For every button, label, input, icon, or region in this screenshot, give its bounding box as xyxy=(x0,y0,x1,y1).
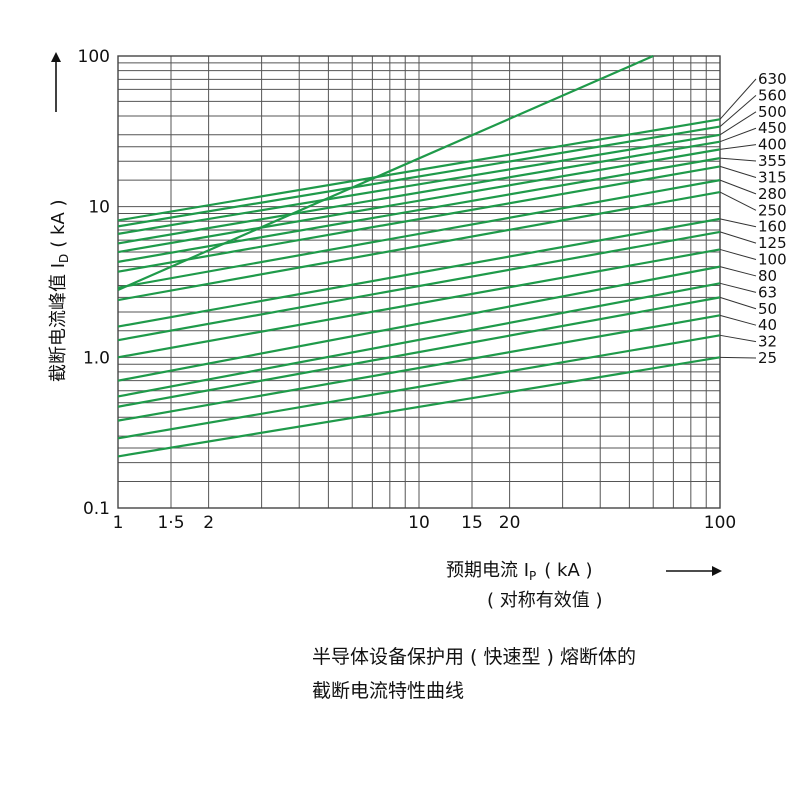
series-line-280 xyxy=(117,179,721,289)
y-axis-title: 截断电流峰值 ID( kA ) xyxy=(48,199,71,382)
series-line-500 xyxy=(117,133,721,235)
series-line-315 xyxy=(117,165,721,273)
limit-line xyxy=(117,54,654,291)
x-tick-label: 15 xyxy=(461,513,483,533)
label-leader-40 xyxy=(719,314,757,326)
label-leader-160 xyxy=(719,218,757,228)
series-line-400 xyxy=(117,148,721,254)
series-line-100 xyxy=(117,248,721,359)
x-tick-label: 100 xyxy=(704,513,736,533)
label-leader-50 xyxy=(719,296,757,310)
y-tick-label: 0.1 xyxy=(83,499,110,519)
series-line-80 xyxy=(117,265,721,382)
series-line-125 xyxy=(117,230,721,342)
series-label-25: 25 xyxy=(758,349,777,367)
label-leader-315 xyxy=(719,165,757,178)
caption-line-2: 截断电流特性曲线 xyxy=(312,680,465,702)
series-line-630 xyxy=(117,118,721,222)
label-leader-100 xyxy=(719,248,757,261)
label-leader-355 xyxy=(719,157,757,162)
series-label-80: 80 xyxy=(758,267,777,285)
label-leader-25 xyxy=(719,356,757,359)
series-label-100: 100 xyxy=(758,251,787,269)
label-leader-125 xyxy=(719,231,757,244)
series-label-50: 50 xyxy=(758,300,777,318)
series-line-63 xyxy=(117,282,721,398)
y-tick-label: 1.0 xyxy=(83,348,110,368)
limit-line-group xyxy=(117,54,654,291)
y-tick-labels: 100 10 1.0 0.1 xyxy=(78,47,110,519)
label-leaders xyxy=(719,78,757,359)
label-leader-630 xyxy=(719,78,757,120)
series-label-500: 500 xyxy=(758,103,787,121)
series-line-160 xyxy=(117,217,721,328)
series-line-560 xyxy=(117,125,721,228)
y-tick-label: 100 xyxy=(78,47,110,67)
x-axis-title: 预期电流 IP( kA ) xyxy=(446,560,593,583)
caption-line-1: 半导体设备保护用 ( 快速型 ) 熔断体的 xyxy=(312,646,636,668)
series-label-63: 63 xyxy=(758,283,777,301)
series-label-560: 560 xyxy=(758,86,787,104)
series-line-250 xyxy=(117,190,721,302)
label-leader-400 xyxy=(719,144,757,150)
grid xyxy=(117,55,720,509)
series-line-50 xyxy=(117,296,721,408)
series-label-280: 280 xyxy=(758,185,787,203)
label-leader-280 xyxy=(719,179,757,195)
series-label-315: 315 xyxy=(758,168,787,186)
series-label-355: 355 xyxy=(758,152,787,170)
series-label-40: 40 xyxy=(758,316,777,334)
series-label-450: 450 xyxy=(758,119,787,137)
y-axis-arrow xyxy=(51,52,61,112)
series-line-32 xyxy=(117,334,721,440)
series-label-160: 160 xyxy=(758,218,787,236)
series-label-630: 630 xyxy=(758,70,787,88)
label-leader-32 xyxy=(719,334,757,343)
series-labels: 6305605004504003553152802501601251008063… xyxy=(758,70,787,367)
x-tick-label: 1·5 xyxy=(157,513,184,533)
series-label-32: 32 xyxy=(758,333,777,351)
label-leader-63 xyxy=(719,282,757,293)
x-tick-label: 20 xyxy=(499,513,521,533)
y-tick-label: 10 xyxy=(88,198,110,218)
series-line-450 xyxy=(117,140,721,245)
x-tick-label: 1 xyxy=(113,513,124,533)
series-lines xyxy=(117,118,721,458)
label-leader-80 xyxy=(719,266,757,277)
label-leader-560 xyxy=(719,95,757,127)
label-leader-450 xyxy=(719,127,757,143)
series-label-250: 250 xyxy=(758,201,787,219)
x-axis-arrow xyxy=(666,566,722,576)
x-axis-subtitle: ( 对称有效值 ) xyxy=(487,590,603,611)
x-tick-label: 2 xyxy=(203,513,214,533)
series-label-400: 400 xyxy=(758,136,787,154)
series-line-355 xyxy=(117,157,721,263)
label-leader-250 xyxy=(719,191,757,211)
label-leader-500 xyxy=(719,111,757,136)
x-tick-label: 10 xyxy=(408,513,430,533)
series-label-125: 125 xyxy=(758,234,787,252)
series-line-25 xyxy=(117,356,721,458)
series-line-40 xyxy=(117,314,721,422)
svg-text:截断电流峰值 ID( kA ): 截断电流峰值 ID( kA ) xyxy=(48,199,71,382)
x-tick-labels: 1 1·5 2 10 15 20 100 xyxy=(113,513,737,533)
plot-frame xyxy=(117,55,721,509)
